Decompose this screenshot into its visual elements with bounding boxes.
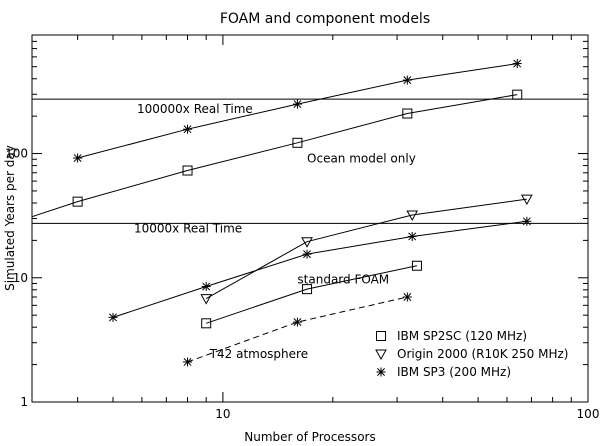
square-marker [376,331,386,341]
y-tick-label: 1 [20,395,28,409]
asterisk-marker [183,357,193,367]
y-tick-label: 10 [13,271,28,285]
y-tick-label: 100 [5,147,28,161]
asterisk-marker [402,292,412,302]
asterisk-marker [201,282,211,292]
triangle-down-marker [200,294,213,305]
legend-label: IBM SP2SC (120 MHz) [397,329,527,343]
legend: IBM SP2SC (120 MHz) Origin 2000 (R10K 250… [375,329,569,379]
asterisk-marker [522,216,532,226]
axis-tick-labels: 10 100 1 10 100 [5,147,599,421]
square-marker [182,165,193,176]
square-marker [302,284,313,295]
asterisk-marker [73,153,83,163]
series-line [187,296,408,363]
asterisk-marker [108,312,118,322]
y-axis-label: Simulated Years per day [3,145,17,291]
annotation-label: T42 atmosphere [209,347,308,361]
square-marker [72,196,83,207]
x-tick-label: 100 [577,407,600,421]
axis-ticks [31,34,589,403]
legend-label: Origin 2000 (R10K 250 MHz) [397,347,569,361]
square-marker [292,137,303,148]
series-line [112,220,527,318]
asterisk-marker [183,124,193,134]
series-line [206,265,418,324]
series-line [31,94,518,218]
x-axis-label: Number of Processors [244,430,375,444]
asterisk-marker [292,99,302,109]
annotation-label: standard FOAM [297,272,389,286]
asterisk-marker [512,59,522,69]
reference-lines: 100000x Real Time 10000x Real Time [32,98,588,235]
asterisk-marker [376,367,386,377]
triangle-down-marker [375,349,387,361]
annotations: Ocean model only standard FOAM T42 atmosph… [209,151,416,361]
triangle-down-marker [406,210,419,222]
triangle-down-marker [520,194,533,206]
asterisk-marker [302,249,312,259]
asterisk-marker [292,317,302,327]
asterisk-marker [402,75,412,85]
square-marker [402,108,413,119]
triangle-down-marker [301,237,313,248]
x-tick-label: 10 [215,407,230,421]
reference-line-label: 100000x Real Time [137,102,253,116]
legend-label: IBM SP3 (200 MHz) [397,365,511,379]
square-marker [411,260,422,271]
annotation-label: Ocean model only [307,151,416,165]
square-marker [512,89,523,100]
series-group [31,59,533,367]
asterisk-marker [407,231,417,241]
reference-line-label: 10000x Real Time [134,221,242,235]
chart-title: FOAM and component models [220,11,430,27]
square-marker [201,318,212,329]
